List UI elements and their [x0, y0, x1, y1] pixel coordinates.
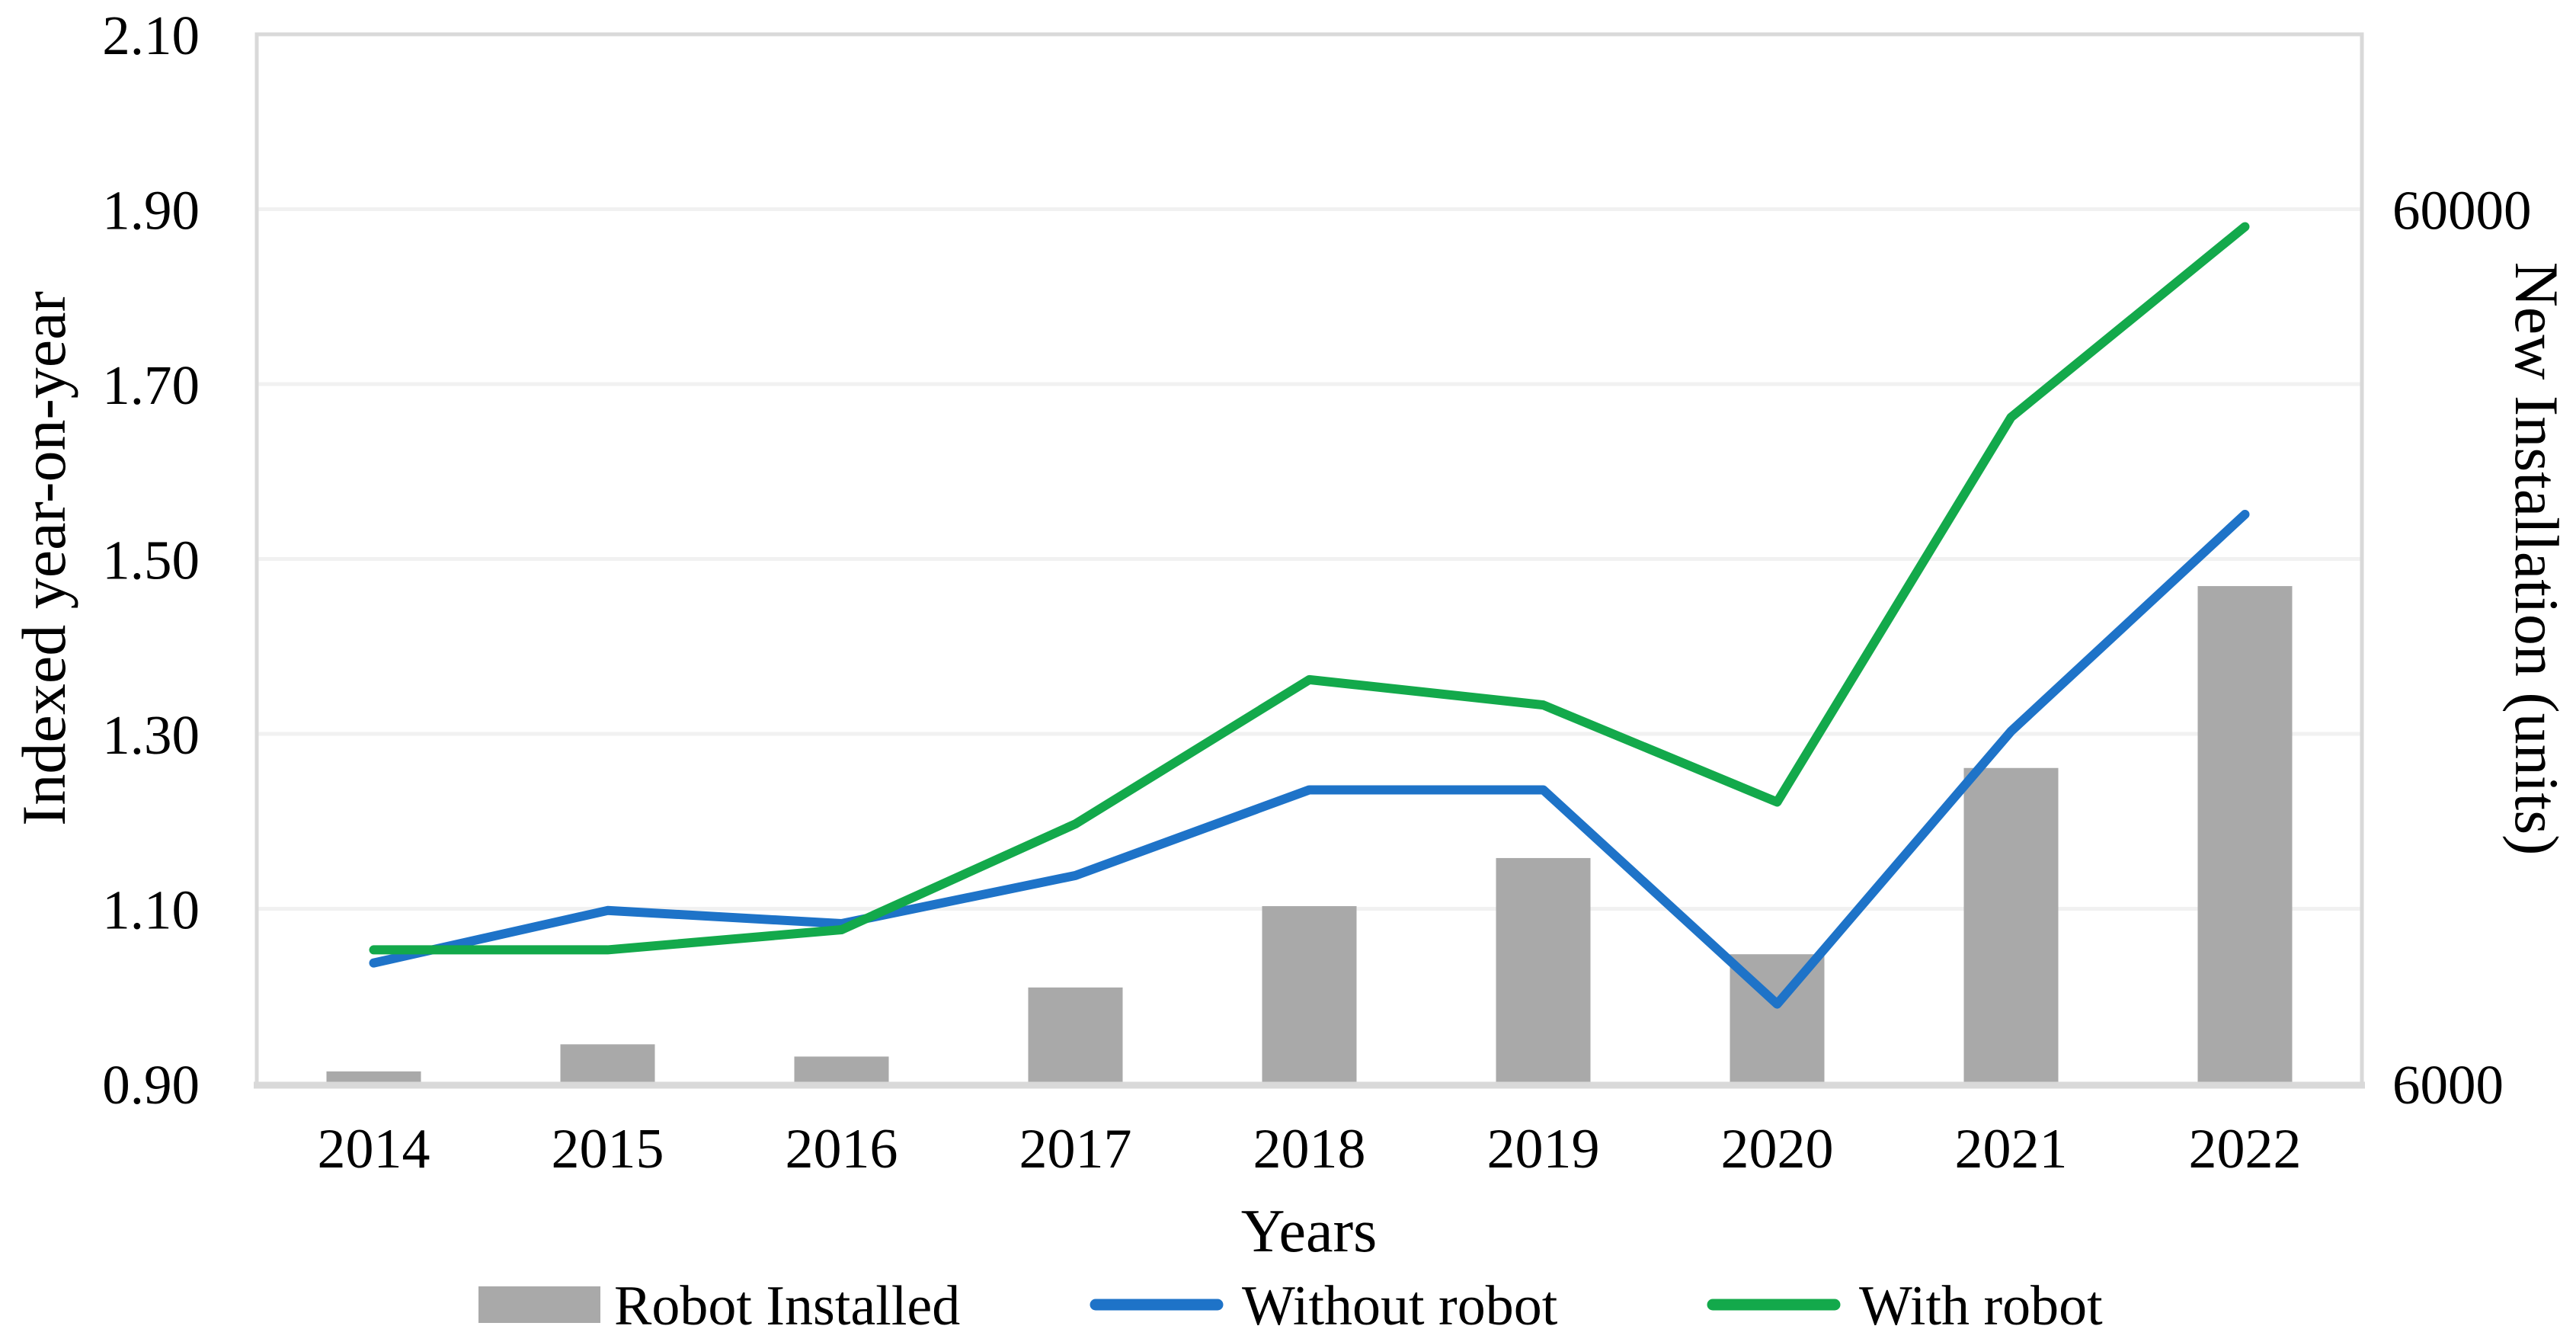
bar-2021 [1963, 767, 2059, 1084]
x-tick-2020: 2020 [1721, 1118, 1834, 1180]
y-left-axis-title: Indexed year-on-year [9, 291, 78, 826]
bar-2016 [794, 1056, 889, 1084]
line-with-robot [369, 222, 2250, 955]
x-tick-2019: 2019 [1487, 1118, 1600, 1180]
x-tick-2015: 2015 [552, 1118, 664, 1180]
line-without-robot [369, 509, 2250, 1009]
bar-2014 [326, 1071, 421, 1084]
x-tick-2014: 2014 [318, 1118, 430, 1180]
legend-swatch-robot-installed [478, 1286, 600, 1323]
y-left-tick-1.10: 1.10 [102, 879, 200, 941]
y-left-tick-1.50: 1.50 [102, 530, 200, 591]
legend-label-robot-installed: Robot Installed [614, 1275, 960, 1337]
y-left-tick-2.10: 2.10 [102, 5, 200, 66]
bar-2015 [560, 1044, 655, 1084]
bar-2022 [2197, 586, 2293, 1084]
y-left-tick-1.70: 1.70 [102, 354, 200, 416]
legend-label-with-robot: With robot [1859, 1275, 2103, 1337]
y-left-tick-1.90: 1.90 [102, 180, 200, 242]
bar-2017 [1028, 987, 1123, 1084]
x-tick-2017: 2017 [1019, 1118, 1132, 1180]
x-axis-title: Years [1241, 1198, 1378, 1265]
legend-label-without-robot: Without robot [1242, 1275, 1558, 1337]
y-right-tick-6000: 6000 [2392, 1054, 2504, 1116]
bar-2019 [1496, 857, 1591, 1084]
bar-2018 [1262, 906, 1357, 1084]
y-right-axis-title: New Installation (units) [2502, 262, 2571, 856]
y-right-tick-60000: 60000 [2392, 180, 2532, 242]
x-tick-2021: 2021 [1955, 1118, 2068, 1180]
y-left-tick-0.90: 0.90 [102, 1054, 200, 1116]
x-tick-2016: 2016 [786, 1118, 898, 1180]
x-tick-2018: 2018 [1253, 1118, 1366, 1180]
y-left-tick-1.30: 1.30 [102, 704, 200, 766]
x-tick-2022: 2022 [2189, 1118, 2302, 1180]
